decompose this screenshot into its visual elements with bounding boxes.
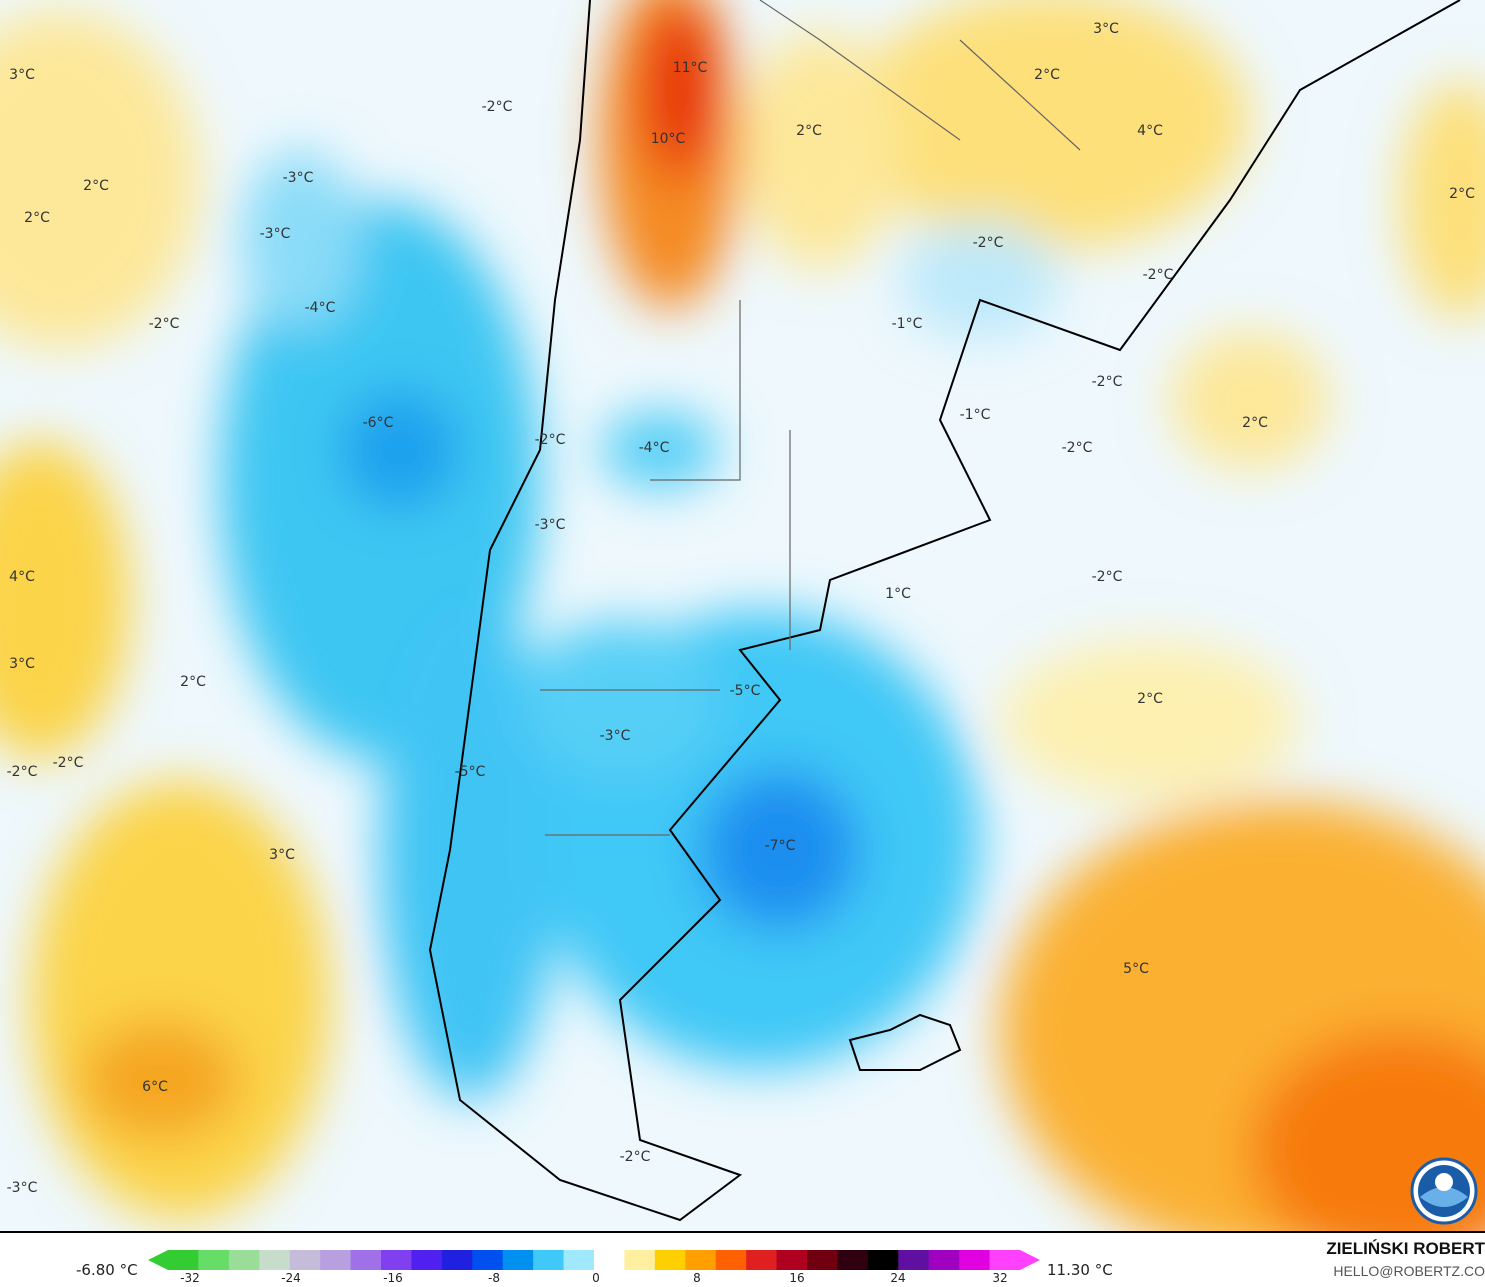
temp-label: 11°C (672, 60, 708, 76)
colorbar-swatch (259, 1250, 291, 1270)
temp-label: 2°C (180, 674, 206, 690)
temp-label: -2°C (148, 316, 180, 332)
legend-tick: 24 (890, 1271, 906, 1285)
colorbar-swatch (198, 1250, 230, 1270)
legend-tick: -8 (488, 1271, 500, 1285)
legend-tick: -16 (383, 1271, 403, 1285)
temp-label: -1°C (959, 407, 991, 423)
colorbar-swatch (411, 1250, 443, 1270)
temp-label: -6°C (362, 415, 394, 431)
temp-label: -2°C (481, 99, 513, 115)
legend-tick: -32 (180, 1271, 200, 1285)
colorbar-swatch (472, 1250, 504, 1270)
temp-label: -3°C (6, 1180, 38, 1196)
temp-label: -3°C (599, 728, 631, 744)
legend-min-value: -6.80 °C (76, 1261, 138, 1279)
temp-label: -3°C (259, 226, 291, 242)
temp-label: -2°C (534, 432, 566, 448)
legend-tick: 32 (992, 1271, 1008, 1285)
temp-label: -4°C (304, 300, 336, 316)
color-legend: -6.80 °C -32 -24 -16 -8 0 8 16 24 32 11.… (0, 1233, 1485, 1287)
temp-label: -5°C (729, 683, 761, 699)
colorbar-swatch (654, 1250, 686, 1270)
colorbar (148, 1250, 1040, 1270)
temp-label: 1°C (885, 586, 911, 602)
temp-label: -2°C (619, 1149, 651, 1165)
colorbar-min-arrow (148, 1250, 168, 1270)
temp-label: -1°C (891, 316, 923, 332)
temp-label: 6°C (142, 1079, 168, 1095)
colorbar-max-arrow (1020, 1250, 1040, 1270)
temp-label: 2°C (1137, 691, 1163, 707)
temp-label: 3°C (269, 847, 295, 863)
temp-label: -2°C (6, 764, 38, 780)
colorbar-swatch (867, 1250, 899, 1270)
colorbar-swatch (928, 1250, 960, 1270)
colorbar-swatch (381, 1250, 412, 1270)
temp-label: -2°C (1142, 267, 1174, 283)
temp-label: -7°C (764, 838, 796, 854)
temp-label: -2°C (1091, 569, 1123, 585)
author-credit: ZIELIŃSKI ROBERT (1326, 1239, 1485, 1258)
temp-label: 2°C (1449, 186, 1475, 202)
colorbar-swatch (898, 1250, 930, 1270)
legend-tick: 16 (789, 1271, 805, 1285)
colorbar-swatch (441, 1250, 473, 1270)
colorbar-swatch (533, 1250, 565, 1270)
temp-label: -3°C (282, 170, 314, 186)
colorbar-swatch (959, 1250, 991, 1270)
temp-label: -3°C (534, 517, 566, 533)
colorbar-swatch (624, 1250, 656, 1270)
colorbar-swatch (563, 1250, 595, 1270)
temp-label: -4°C (638, 440, 670, 456)
temp-label: 3°C (1093, 21, 1119, 37)
temp-label: -5°C (454, 764, 486, 780)
legend-max-value: 11.30 °C (1047, 1261, 1113, 1279)
colorbar-swatch (168, 1250, 199, 1270)
colorbar-swatch (685, 1250, 717, 1270)
colorbar-swatch (594, 1250, 625, 1270)
colorbar-swatch (807, 1250, 838, 1270)
colorbar-swatch (837, 1250, 869, 1270)
colorbar-swatch (776, 1250, 808, 1270)
colorbar-swatch (350, 1250, 382, 1270)
temp-label: 10°C (650, 131, 686, 147)
colorbar-swatch (989, 1250, 1021, 1270)
temperature-map (0, 0, 1485, 1233)
temp-label: 5°C (1123, 961, 1149, 977)
temp-label: 4°C (1137, 123, 1163, 139)
temp-label: -2°C (1061, 440, 1093, 456)
temp-label: 2°C (83, 178, 109, 194)
temp-label: 3°C (9, 656, 35, 672)
temp-label: 3°C (9, 67, 35, 83)
legend-tick: -24 (281, 1271, 301, 1285)
colorbar-swatch (320, 1250, 352, 1270)
legend-tick: 8 (693, 1271, 701, 1285)
colorbar-swatch (715, 1250, 747, 1270)
temp-label: 2°C (24, 210, 50, 226)
temp-label: 4°C (9, 569, 35, 585)
noaa-logo (1410, 1157, 1478, 1225)
temp-label: -2°C (972, 235, 1004, 251)
temp-label: 2°C (1034, 67, 1060, 83)
temp-label: -2°C (52, 755, 84, 771)
temp-label: 2°C (796, 123, 822, 139)
colorbar-swatch (502, 1250, 534, 1270)
temp-label: -2°C (1091, 374, 1123, 390)
colorbar-swatch (746, 1250, 778, 1270)
colorbar-swatch (228, 1250, 260, 1270)
author-email: HELLO@ROBERTZ.CO (1333, 1263, 1485, 1279)
legend-tick: 0 (592, 1271, 600, 1285)
temp-label: 2°C (1242, 415, 1268, 431)
colorbar-swatch (289, 1250, 321, 1270)
